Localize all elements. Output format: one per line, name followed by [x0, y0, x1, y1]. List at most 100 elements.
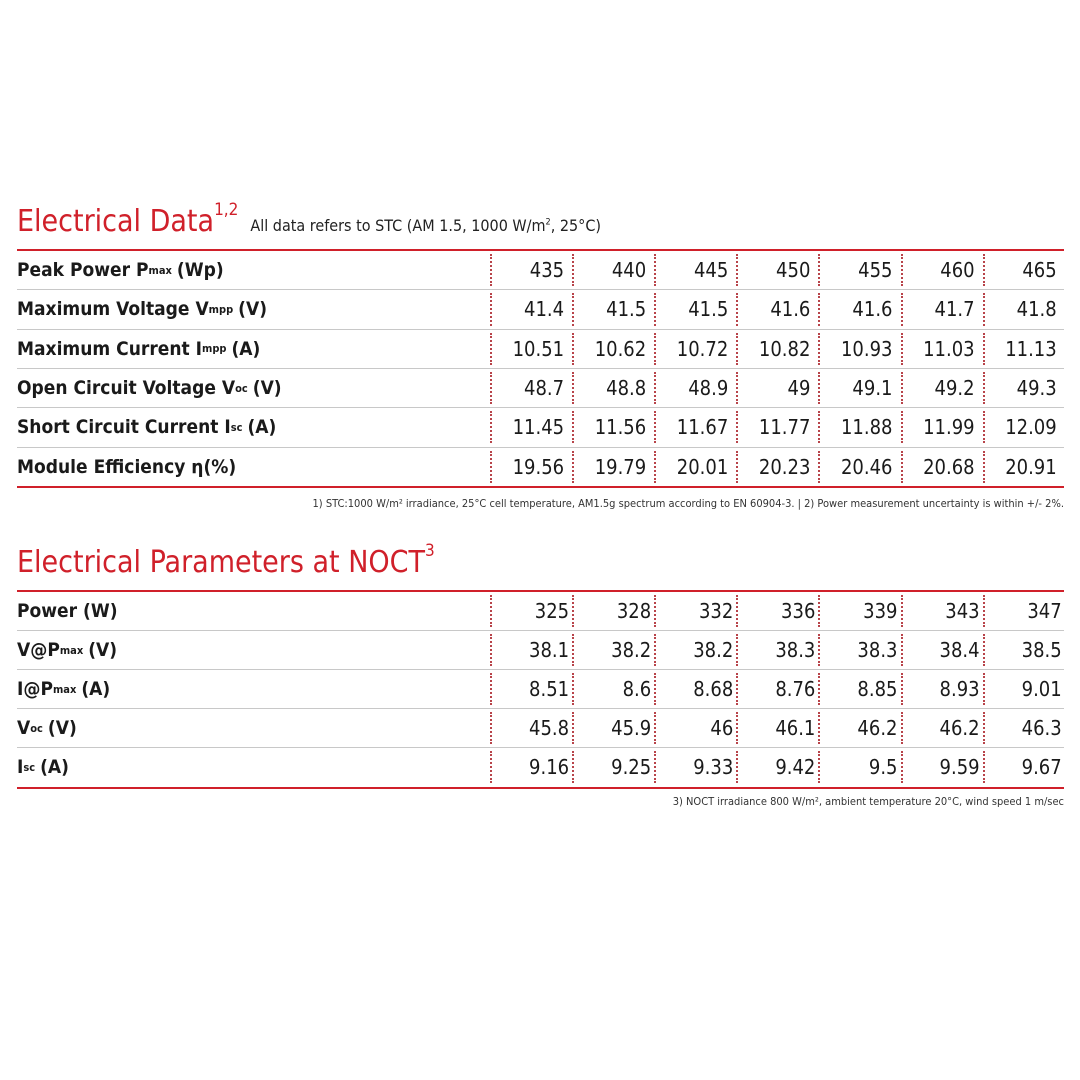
label-main: I@P: [17, 678, 53, 701]
row-divider: [17, 407, 1064, 409]
title-sup: 3: [424, 541, 435, 561]
label-main: Maximum Voltage V: [17, 298, 209, 321]
label-sub: max: [59, 643, 84, 657]
row-label: Power (W): [17, 592, 118, 630]
value-cell: 45.9: [572, 712, 654, 745]
row-divider: [17, 367, 1064, 369]
value-cell: 11.56: [572, 411, 654, 444]
value-cell: 10.62: [572, 332, 654, 365]
label-main: V: [17, 717, 31, 740]
value-cell: 8.85: [818, 673, 900, 706]
label-unit: (V): [238, 298, 268, 321]
value-cell: 38.3: [818, 634, 900, 667]
value-cell: 38.5: [982, 634, 1065, 667]
row-divider: [17, 669, 1064, 671]
value-cell: 440: [572, 254, 654, 287]
label-sub: sc: [230, 420, 243, 434]
value-cell: 46.1: [736, 712, 818, 745]
row-divider: [17, 708, 1064, 710]
value-cell: 46.2: [818, 712, 900, 745]
label-sub: mpp: [208, 302, 234, 316]
value-cell: 41.4: [490, 293, 572, 326]
value-cell: 8.68: [654, 673, 736, 706]
value-cell: 8.76: [736, 673, 818, 706]
label-unit: (V): [47, 717, 77, 740]
value-cell: 41.7: [900, 293, 983, 326]
row-label: V@P max (V): [17, 631, 117, 669]
value-cell: 38.4: [900, 634, 983, 667]
value-cell: 10.82: [736, 332, 818, 365]
red-rule: [17, 786, 1064, 789]
value-cell: 435: [490, 254, 572, 287]
row-divider: [17, 289, 1064, 291]
value-cell: 11.13: [982, 332, 1065, 365]
red-rule: [17, 249, 1064, 251]
row-divider: [17, 747, 1064, 749]
value-cell: 347: [982, 595, 1065, 628]
value-cell: 20.91: [982, 450, 1065, 483]
value-cell: 38.1: [490, 634, 572, 667]
value-cell: 41.6: [736, 293, 818, 326]
value-cell: 9.01: [982, 673, 1065, 706]
value-cell: 465: [982, 254, 1065, 287]
section-title: Electrical Data1,2 All data refers to STC…: [17, 200, 602, 239]
value-cell: 20.46: [818, 450, 900, 483]
value-cell: 49.2: [900, 371, 983, 405]
title-text: Electrical Data: [17, 204, 215, 239]
value-cell: 325: [490, 595, 572, 628]
value-cell: 20.23: [736, 450, 818, 483]
value-cell: 9.59: [900, 751, 983, 784]
label-main: Open Circuit Voltage V: [17, 377, 236, 400]
label-main: Short Circuit Current I: [17, 416, 231, 439]
label-unit: (V): [88, 639, 118, 662]
label-unit: (A): [40, 756, 69, 779]
value-cell: 445: [654, 254, 736, 287]
label-sub: max: [52, 682, 77, 696]
value-cell: 336: [736, 595, 818, 628]
label-main: I: [17, 756, 24, 779]
value-cell: 11.45: [490, 411, 572, 444]
label-unit: (A): [81, 678, 111, 701]
label-unit: (A): [247, 416, 277, 439]
label-sub: max: [148, 263, 172, 277]
label-main: Power (W): [17, 600, 118, 623]
label-sub: mpp: [202, 342, 227, 356]
value-cell: 48.9: [654, 371, 736, 405]
value-cell: 41.8: [982, 293, 1065, 326]
value-cell: 9.67: [982, 751, 1065, 784]
row-divider: [17, 446, 1064, 448]
value-cell: 46: [654, 712, 736, 745]
label-unit: (A): [231, 337, 261, 360]
value-cell: 9.42: [736, 751, 818, 784]
value-cell: 38.3: [736, 634, 818, 667]
label-unit: (V): [252, 377, 282, 400]
note-sup: 2: [545, 217, 551, 228]
value-cell: 49.1: [818, 371, 900, 405]
note-rest: , 25°C): [550, 216, 602, 235]
value-cell: 9.33: [654, 751, 736, 784]
title-sup: 1,2: [214, 200, 239, 220]
title-text: Electrical Parameters at NOCT: [17, 545, 425, 580]
row-divider: [17, 328, 1064, 330]
value-cell: 38.2: [572, 634, 654, 667]
value-cell: 9.5: [818, 751, 900, 784]
red-rule: [17, 590, 1064, 592]
value-cell: 11.99: [900, 411, 983, 444]
label-unit: (Wp): [176, 259, 224, 282]
value-cell: 8.6: [572, 673, 654, 706]
value-cell: 332: [654, 595, 736, 628]
label-main: Module Efficiency η(%): [17, 455, 237, 478]
row-label: I@P max (A): [17, 670, 110, 708]
label-main: Peak Power P: [17, 259, 149, 282]
value-cell: 339: [818, 595, 900, 628]
value-cell: 10.72: [654, 332, 736, 365]
value-cell: 38.2: [654, 634, 736, 667]
note-text: All data refers to STC (AM 1.5, 1000 W/m: [250, 216, 546, 235]
row-label: Module Efficiency η(%): [17, 448, 236, 486]
value-cell: 48.7: [490, 371, 572, 405]
value-cell: 328: [572, 595, 654, 628]
